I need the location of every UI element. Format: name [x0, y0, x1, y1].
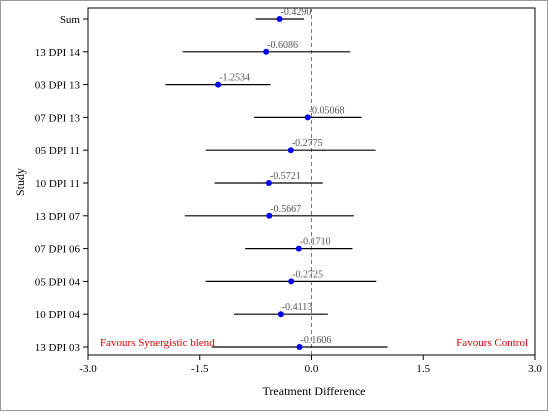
estimate-value-label: -0.1606	[301, 335, 332, 346]
estimate-value-label: -0.4290	[281, 7, 312, 18]
estimate-point	[288, 278, 295, 285]
estimate-point	[287, 147, 294, 154]
estimate-point	[295, 245, 302, 252]
estimate-point	[276, 16, 283, 22]
study-label: 07 DPI 06	[35, 244, 81, 256]
estimate-value-label: -0.05068	[309, 105, 345, 116]
estimate-value-label: -0.1710	[300, 237, 331, 248]
estimate-value-label: -0.2725	[292, 269, 323, 280]
estimate-point	[265, 180, 272, 186]
estimate-point	[266, 212, 273, 219]
study-label: 10 DPI 04	[35, 309, 81, 321]
x-axis-title: Treatment Difference	[263, 384, 366, 398]
estimate-value-label: -0.6086	[267, 40, 298, 51]
study-label: Sum	[60, 14, 81, 26]
estimate-value-label: -0.2775	[292, 138, 323, 149]
estimate-point	[277, 311, 284, 318]
x-tick-label: 0.0	[305, 363, 319, 375]
study-label: 13 DPI 14	[35, 47, 81, 59]
x-tick-label: -1.5	[191, 363, 209, 375]
estimate-point	[263, 48, 270, 55]
study-label: 03 DPI 13	[35, 80, 81, 92]
x-tick-label: -3.0	[79, 363, 97, 375]
estimate-value-label: -0.5667	[270, 204, 301, 215]
y-axis-title: Study	[13, 168, 27, 196]
estimate-point	[296, 344, 303, 350]
study-label: 05 DPI 04	[35, 276, 81, 288]
x-axis: -3.0 -1.5 0.0 1.5 3.0	[79, 355, 542, 375]
estimate-value-label: -1.2534	[219, 73, 250, 84]
estimate-point	[215, 81, 222, 88]
study-label: 07 DPI 13	[35, 112, 81, 124]
study-label: 13 DPI 03	[35, 342, 81, 354]
estimate-value-label: -0.4113	[282, 302, 312, 313]
estimate-point	[304, 114, 311, 121]
favours-right-label: Favours Control	[456, 337, 528, 349]
favours-left-label: Favours Synergistic blend	[100, 337, 215, 349]
study-label: 10 DPI 11	[35, 178, 80, 190]
estimate-value-label: -0.5721	[270, 171, 301, 182]
x-tick-label: 3.0	[528, 363, 542, 375]
study-label: 05 DPI 11	[35, 145, 80, 157]
study-label: 13 DPI 07	[35, 211, 81, 223]
x-tick-label: 1.5	[416, 363, 430, 375]
rows-layer: Sum -0.4290 13 DPI 14 -0.6086 03 DPI 13 -1.25…	[35, 7, 388, 354]
